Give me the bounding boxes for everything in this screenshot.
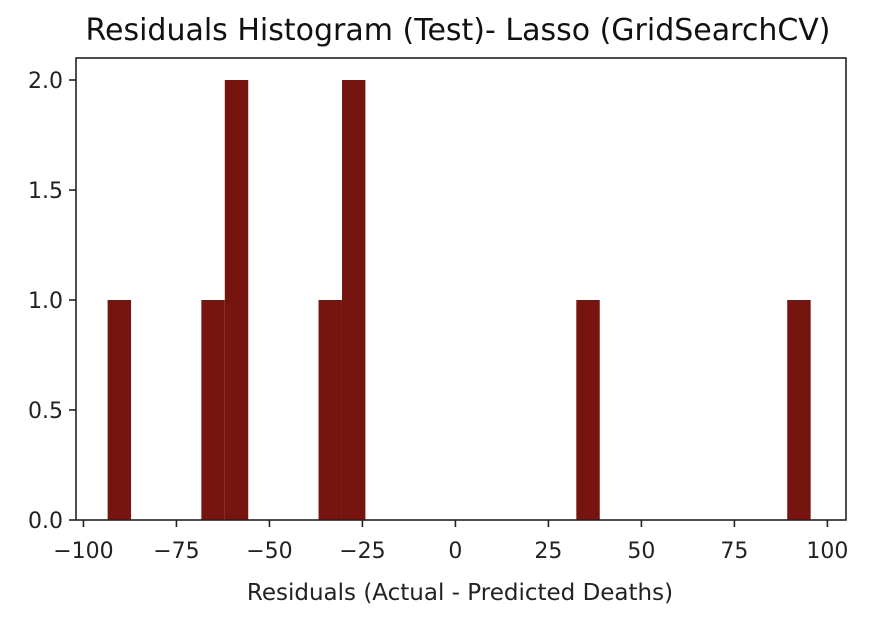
x-tick-label: −25 (339, 539, 385, 564)
histogram-bar-6 (576, 300, 600, 520)
axes-frame (75, 57, 847, 521)
x-tick-label: −50 (246, 539, 292, 564)
x-tick-label: 100 (806, 539, 848, 564)
histogram-bar-7 (787, 300, 811, 520)
y-tick-label: 2.0 (28, 69, 63, 94)
y-tick-label: 1.0 (28, 289, 63, 314)
y-tick-label: 0.0 (28, 509, 63, 534)
x-axis-label: Residuals (Actual - Predicted Deaths) (247, 580, 673, 606)
histogram-bar-2 (201, 300, 225, 520)
x-tick-label: 75 (720, 539, 748, 564)
histogram-bar-3 (224, 80, 249, 520)
y-tick-label: 0.5 (28, 399, 63, 424)
y-axis: 0.0 0.5 1.0 1.5 2.0 (28, 69, 76, 534)
x-tick-label: 50 (627, 539, 655, 564)
histogram-bar-1 (107, 300, 132, 520)
x-tick-label: 25 (534, 539, 562, 564)
x-tick-label: 0 (448, 539, 462, 564)
x-tick-label: −100 (53, 539, 113, 564)
x-tick-label: −75 (153, 539, 199, 564)
x-axis: −100 −75 −50 −25 0 25 50 75 100 (53, 520, 848, 564)
histogram-bar-4 (318, 300, 342, 520)
histogram-bar-5 (341, 80, 366, 520)
bars-group (107, 80, 811, 520)
chart-title: Residuals Histogram (Test)- Lasso (GridS… (85, 13, 830, 48)
y-tick-label: 1.5 (28, 179, 63, 204)
